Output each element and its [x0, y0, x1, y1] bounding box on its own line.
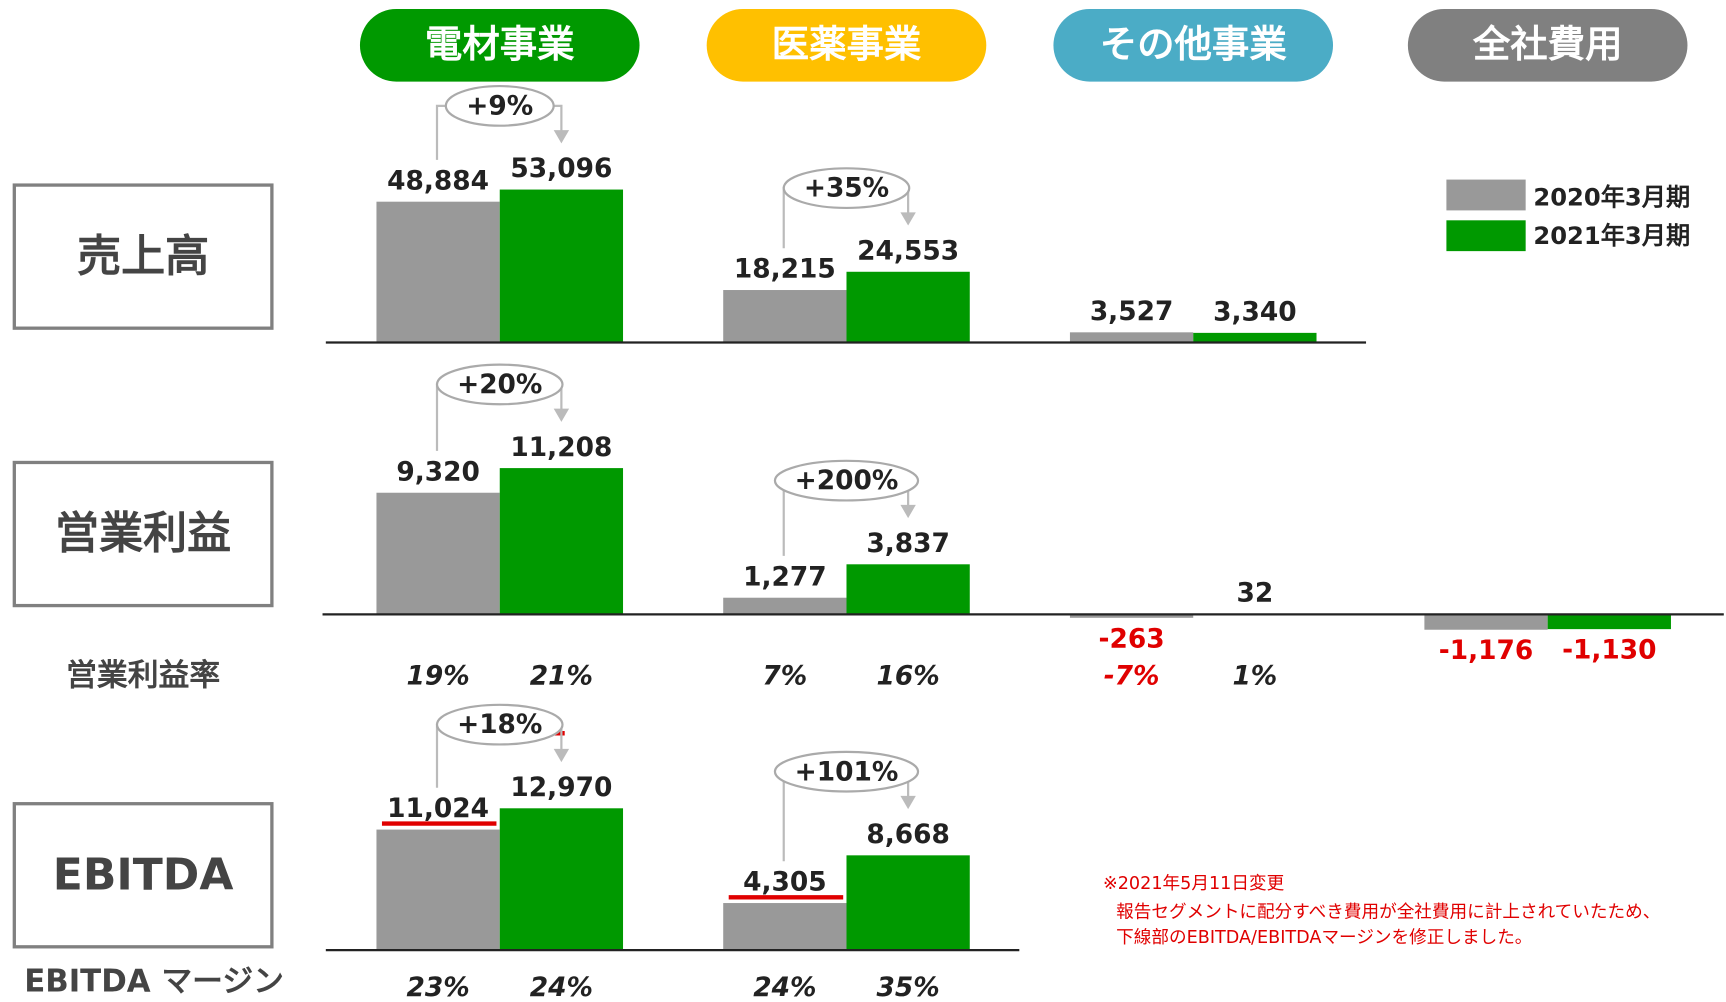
margin-title: EBITDA マージン: [24, 964, 284, 1000]
margin-label: 19%: [406, 661, 469, 692]
change-arrow: [553, 408, 570, 422]
margin-label: 23%: [406, 972, 469, 1002]
margin-label: 24%: [530, 972, 593, 1002]
row-title: 売上高: [77, 231, 209, 282]
bar: [846, 855, 970, 951]
row-box: [12, 460, 274, 608]
change-badge: [435, 363, 564, 406]
value-label: 3,527: [1090, 296, 1174, 327]
row-box: [12, 183, 274, 330]
change-badge: [782, 167, 911, 210]
change-label: +9%: [466, 90, 533, 121]
bar: [723, 903, 847, 951]
value-label: 1,277: [743, 561, 827, 592]
segment-header: [1053, 8, 1334, 82]
value-label: 48,884: [387, 165, 489, 196]
bar: [376, 492, 500, 615]
margin-label: 7%: [762, 661, 807, 692]
value-label: 53,096: [510, 153, 612, 184]
change-label: +18%: [457, 709, 542, 740]
segment-header: [1407, 8, 1688, 82]
change-label: +20%: [457, 369, 542, 400]
segment-header: [359, 8, 640, 82]
segment-label: 全社費用: [1472, 22, 1623, 66]
bar: [376, 829, 500, 951]
bar: [499, 468, 624, 615]
segment-label: その他事業: [1100, 22, 1288, 66]
margin-label: 16%: [877, 661, 940, 692]
change-label: +35%: [804, 173, 889, 204]
segment-label: 電材事業: [425, 22, 575, 66]
bar: [376, 201, 500, 343]
change-arrow: [900, 795, 916, 810]
row-title: EBITDA: [53, 849, 234, 900]
value-label: -1,130: [1562, 635, 1657, 666]
row-box: [12, 802, 274, 949]
change-badge: [435, 703, 564, 746]
margin-label: 21%: [530, 661, 593, 692]
change-arrow: [900, 504, 916, 519]
segment-label: 医薬事業: [772, 22, 922, 66]
change-label: +200%: [795, 465, 899, 496]
legend-label: 2021年3月期: [1533, 222, 1690, 250]
bar: [1193, 332, 1317, 343]
bar: [1424, 614, 1548, 630]
bar: [723, 597, 847, 615]
value-label: 32: [1236, 578, 1273, 609]
margin-title: 営業利益率: [66, 658, 220, 694]
bar: [723, 290, 847, 343]
row-title: 営業利益: [55, 508, 231, 559]
value-label: 3,837: [866, 528, 950, 559]
note: ※2021年5月11日変更: [1103, 874, 1285, 894]
bar: [1069, 332, 1194, 343]
legend-swatch: [1446, 179, 1526, 211]
segment-header: [706, 8, 987, 82]
margin-label: 24%: [753, 972, 816, 1002]
change-arrow: [553, 748, 570, 763]
value-label: -263: [1099, 623, 1165, 654]
bar: [846, 271, 970, 343]
change-arrow: [900, 212, 916, 226]
bar: [499, 189, 624, 343]
change-arrow: [553, 130, 570, 144]
value-label: 3,340: [1213, 297, 1297, 328]
value-label: 24,553: [857, 235, 959, 266]
bar: [1069, 614, 1194, 618]
margin-label: -7%: [1104, 661, 1160, 692]
bar: [499, 808, 624, 951]
value-label: 11,024: [387, 793, 489, 824]
legend-swatch: [1446, 220, 1526, 252]
value-label: 12,970: [510, 772, 612, 803]
note: 報告セグメントに配分すべき費用が全社費用に計上されていたため、: [1116, 903, 1660, 923]
change-label: +101%: [795, 756, 899, 787]
value-label: 18,215: [734, 254, 836, 285]
change-badge: [773, 750, 920, 793]
bar: [846, 564, 970, 615]
value-label: 4,305: [743, 867, 827, 898]
value-label: 8,668: [866, 819, 950, 850]
value-label: 9,320: [396, 456, 480, 487]
note: 下線部のEBITDA/EBITDAマージンを修正しました。: [1116, 928, 1532, 948]
change-badge: [773, 459, 920, 502]
bar: [1547, 614, 1671, 630]
legend-label: 2020年3月期: [1533, 183, 1690, 211]
margin-label: 35%: [877, 972, 940, 1002]
change-badge: [444, 84, 555, 127]
value-label: 11,208: [510, 432, 612, 463]
value-label: -1,176: [1439, 635, 1534, 666]
margin-label: 1%: [1232, 661, 1277, 692]
